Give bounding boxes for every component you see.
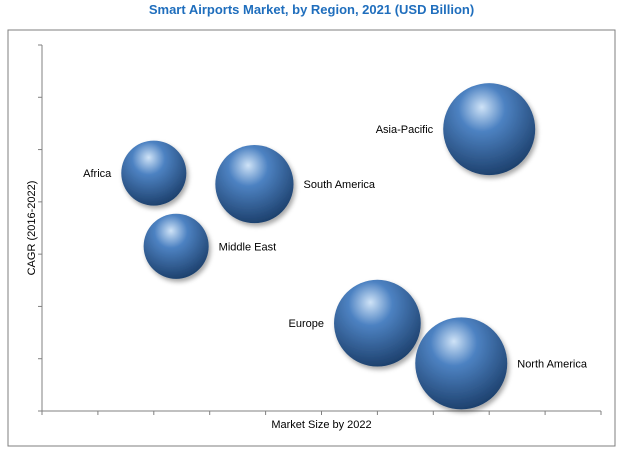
bubble-label-asia-pacific: Asia-Pacific [376, 124, 434, 136]
chart-title: Smart Airports Market, by Region, 2021 (… [148, 2, 475, 17]
bubble-middle-east [143, 213, 209, 279]
bubble-north-america [415, 317, 508, 410]
bubble-label-europe: Europe [289, 318, 324, 330]
bubble-label-south-america: South America [304, 179, 376, 191]
bubble-label-middle-east: Middle East [219, 241, 276, 253]
bubble-label-africa: Africa [83, 168, 112, 180]
bubble-asia-pacific [443, 83, 536, 176]
y-axis-title: CAGR (2016-2022) [26, 181, 38, 276]
bubble-label-north-america: North America [517, 358, 588, 370]
x-axis-title: Market Size by 2022 [271, 419, 371, 431]
bubble-africa [121, 140, 187, 206]
bubble-south-america [215, 144, 294, 224]
chart-frame [7, 29, 616, 447]
bubble-europe [334, 279, 421, 367]
